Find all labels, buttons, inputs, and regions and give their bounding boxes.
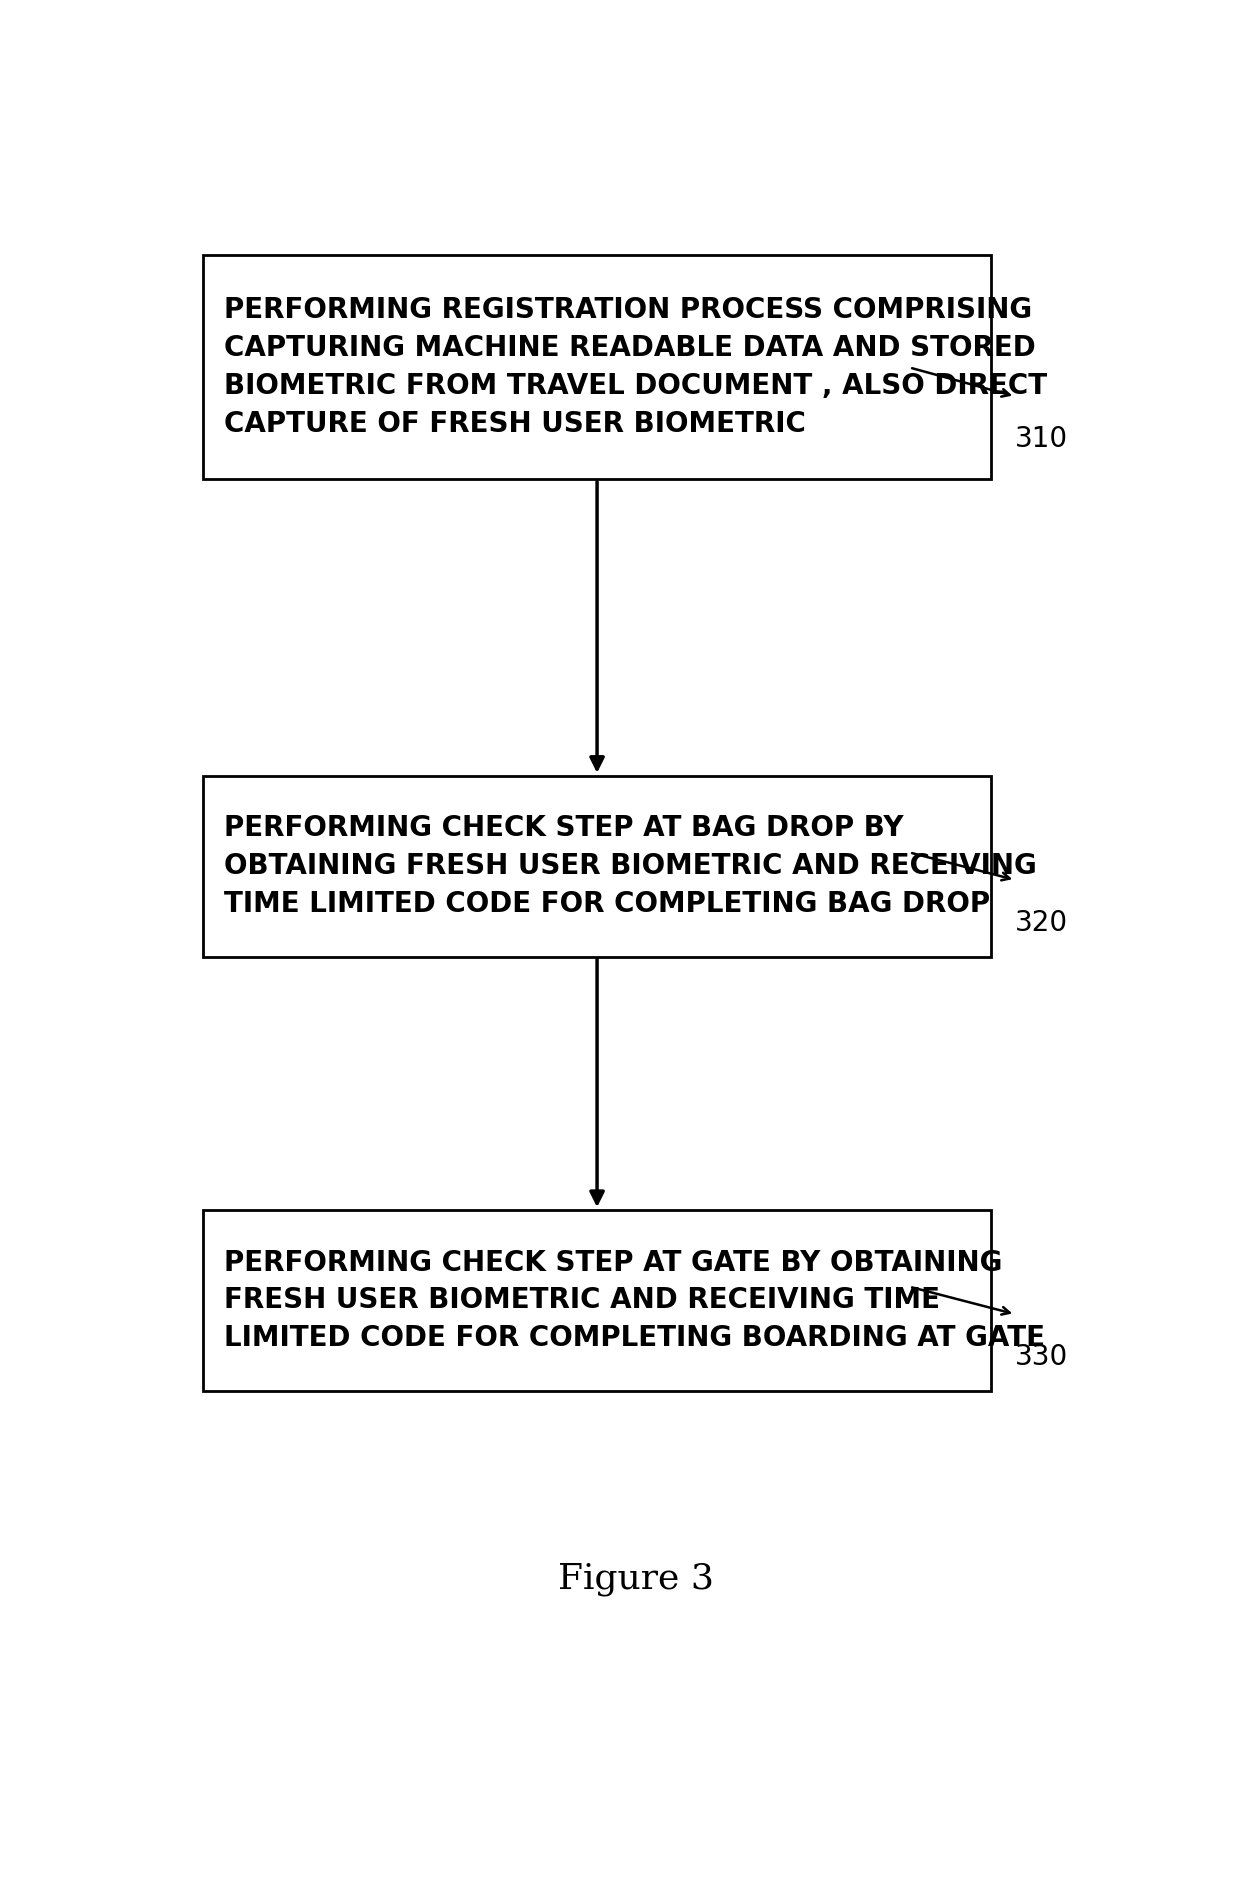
Text: 330: 330 (1016, 1342, 1069, 1371)
Text: PERFORMING REGISTRATION PROCESS COMPRISING
CAPTURING MACHINE READABLE DATA AND S: PERFORMING REGISTRATION PROCESS COMPRISI… (224, 295, 1048, 438)
FancyBboxPatch shape (203, 776, 991, 957)
FancyBboxPatch shape (203, 1211, 991, 1391)
Text: PERFORMING CHECK STEP AT GATE BY OBTAINING
FRESH USER BIOMETRIC AND RECEIVING TI: PERFORMING CHECK STEP AT GATE BY OBTAINI… (224, 1248, 1045, 1352)
Text: 320: 320 (1016, 908, 1068, 936)
Text: Figure 3: Figure 3 (558, 1562, 713, 1596)
Text: 310: 310 (1016, 425, 1068, 453)
Text: PERFORMING CHECK STEP AT BAG DROP BY
OBTAINING FRESH USER BIOMETRIC AND RECEIVIN: PERFORMING CHECK STEP AT BAG DROP BY OBT… (224, 814, 1037, 917)
FancyBboxPatch shape (203, 254, 991, 479)
